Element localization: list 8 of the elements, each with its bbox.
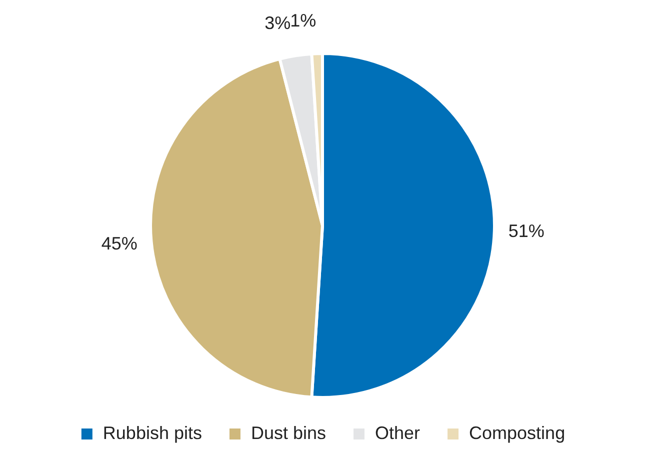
data-label: 51% [508, 220, 544, 241]
data-label: 45% [101, 234, 138, 254]
data-label: 3% [264, 12, 291, 33]
legend-label: Composting [469, 422, 566, 443]
data-label: 1% [290, 10, 316, 31]
legend-label: Rubbish pits [102, 422, 202, 443]
legend-label: Dust bins [250, 422, 326, 443]
legend-label: Other [375, 422, 420, 443]
